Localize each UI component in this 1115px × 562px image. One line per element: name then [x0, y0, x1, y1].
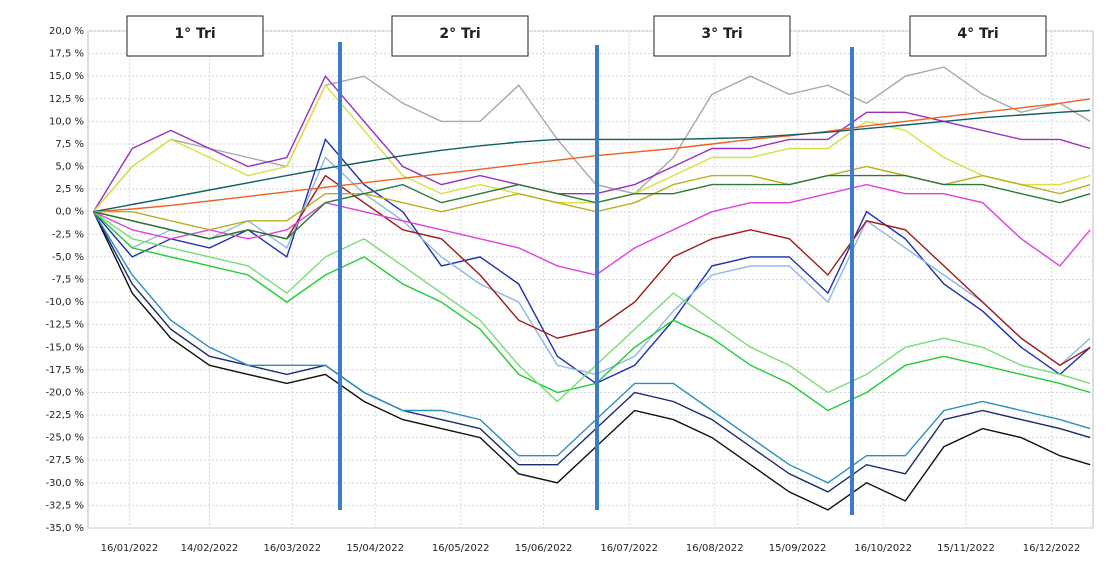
annotation-box — [909, 15, 1047, 57]
x-tick-label: 16/08/2022 — [686, 543, 744, 554]
annotation-box — [391, 15, 529, 57]
annotation-box — [126, 15, 264, 57]
y-tick-label: -32,5 % — [45, 500, 84, 511]
y-tick-label: 2,5 % — [55, 184, 84, 195]
x-tick-label: 15/06/2022 — [515, 543, 573, 554]
y-tick-label: -2,5 % — [52, 229, 84, 240]
x-tick-label: 16/12/2022 — [1023, 543, 1081, 554]
annotation: 3° Tri — [701, 26, 742, 42]
x-tick-label: 16/05/2022 — [432, 543, 490, 554]
y-tick-label: -35,0 % — [45, 523, 84, 534]
x-tick-label: 16/03/2022 — [263, 543, 321, 554]
annotation: 4° Tri — [957, 26, 998, 42]
y-tick-label: 20,0 % — [49, 26, 84, 37]
annotation: 1° Tri — [174, 26, 215, 42]
y-tick-label: 12,5 % — [49, 94, 84, 105]
y-tick-label: -12,5 % — [45, 320, 84, 331]
y-tick-label: -27,5 % — [45, 455, 84, 466]
annotations: 1° Tri 2° Tri 3° Tri 4° Tri — [126, 15, 1047, 57]
x-tick-label: 16/10/2022 — [854, 543, 912, 554]
annotation: 2° Tri — [439, 26, 480, 42]
x-tick-label: 15/04/2022 — [346, 543, 404, 554]
grid — [88, 30, 1093, 529]
x-tick-label: 14/02/2022 — [181, 543, 239, 554]
x-tick-label: 16/07/2022 — [600, 543, 658, 554]
y-tick-label: 15,0 % — [49, 71, 84, 82]
x-tick-label: 16/01/2022 — [101, 543, 159, 554]
x-tick-label: 15/09/2022 — [769, 543, 827, 554]
y-tick-label: 5,0 % — [55, 162, 84, 173]
y-tick-label: -25,0 % — [45, 433, 84, 444]
plot-area — [87, 30, 1094, 529]
y-tick-label: 17,5 % — [49, 49, 84, 60]
x-tick-label: 15/11/2022 — [937, 543, 995, 554]
tick-labels: 20,0 % 17,5 % 15,0 % 12,5 % 10,0 % 7,5 % 5,0 %… — [45, 26, 1080, 554]
y-tick-label: -15,0 % — [45, 342, 84, 353]
y-tick-label: -22,5 % — [45, 410, 84, 421]
y-tick-label: -5,0 % — [52, 252, 84, 263]
annotation-box — [653, 15, 791, 57]
quarter-dividers — [338, 42, 854, 515]
y-tick-label: 0,0 % — [55, 207, 84, 218]
y-tick-label: 10,0 % — [49, 116, 84, 127]
y-tick-label: -10,0 % — [45, 297, 84, 308]
y-tick-label: 7,5 % — [55, 139, 84, 150]
y-tick-label: -30,0 % — [45, 478, 84, 489]
y-tick-label: -20,0 % — [45, 387, 84, 398]
y-tick-label: -17,5 % — [45, 365, 84, 376]
y-tick-label: -7,5 % — [52, 275, 84, 286]
